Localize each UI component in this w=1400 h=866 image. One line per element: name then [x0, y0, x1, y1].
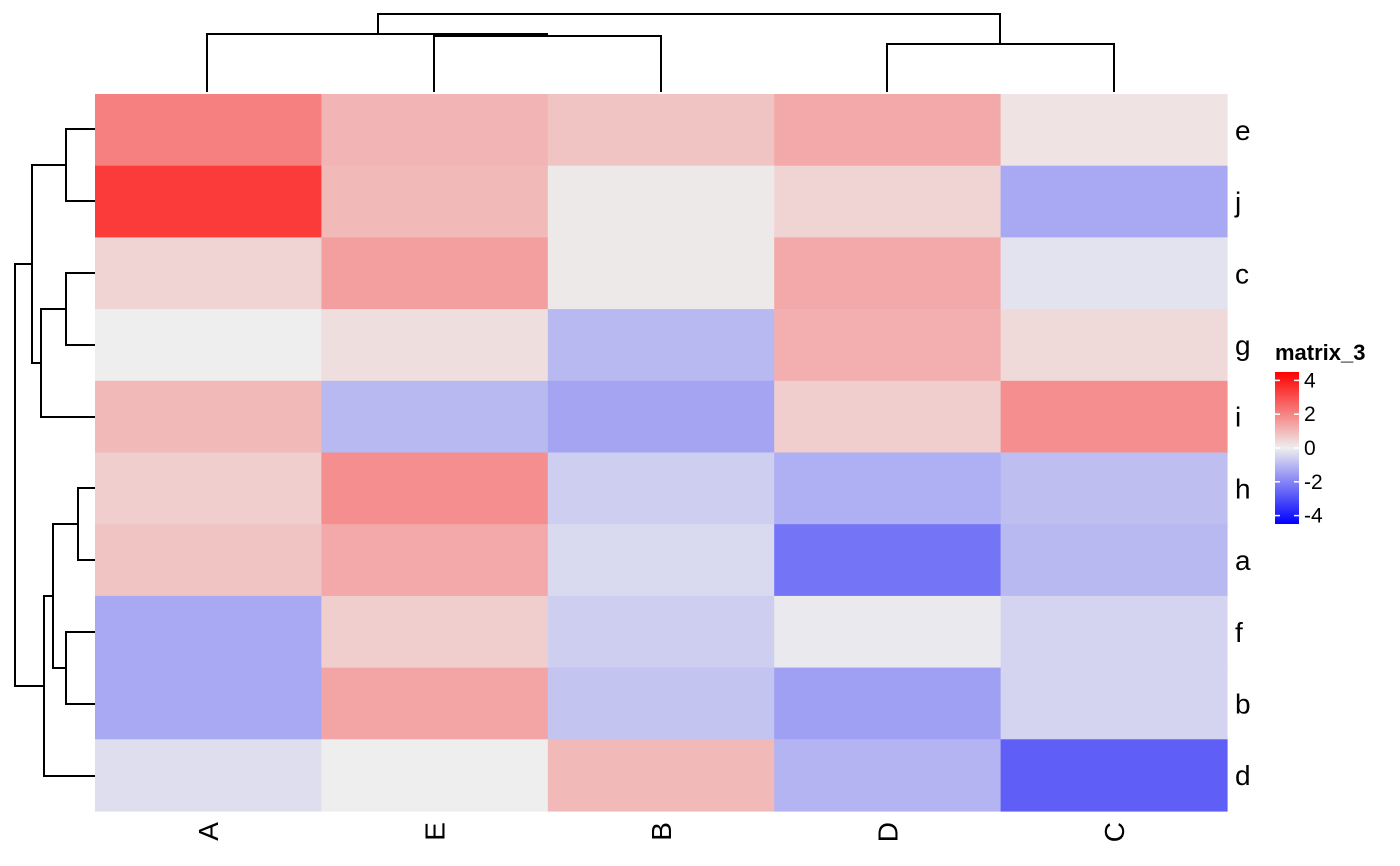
row-dendrogram-branch: [14, 263, 44, 687]
row-dendrogram-branch: [65, 272, 95, 346]
row-label: j: [1234, 187, 1241, 218]
row-dendrogram-branch: [31, 164, 66, 364]
heatmap-cell: [774, 524, 1002, 597]
heatmap-cell: [321, 94, 549, 167]
heatmap-cell: [547, 94, 775, 167]
row-label: f: [1235, 617, 1243, 648]
heatmap-cell: [1000, 165, 1228, 238]
row-label: h: [1235, 473, 1251, 504]
heatmap-cell: [1000, 667, 1228, 740]
row-labels: e j c g i h a f b d: [1234, 115, 1251, 791]
column-label: B: [646, 822, 677, 841]
column-label: A: [193, 822, 224, 841]
heatmap-cell: [1000, 237, 1228, 310]
heatmap-cell: [95, 595, 322, 669]
heatmap-cell: [547, 452, 775, 525]
heatmap-cell: [95, 524, 322, 597]
legend-title: matrix_3: [1275, 340, 1366, 365]
row-label: a: [1235, 545, 1251, 576]
heatmap-cell: [774, 667, 1002, 740]
legend-ticks: 4 2 0 -2 -4: [1275, 369, 1323, 528]
legend-tick-label: 2: [1304, 403, 1316, 426]
heatmap-cell: [1000, 309, 1228, 382]
row-dendrogram-branch: [43, 595, 95, 777]
heatmap-cell: [547, 524, 775, 597]
heatmap-cell: [95, 237, 322, 310]
heatmap-cell: [95, 667, 322, 740]
heatmap-cell: [774, 94, 1002, 167]
heatmap-cell: [321, 309, 549, 382]
column-dendrogram: [206, 13, 1115, 92]
heatmap-cell: [547, 667, 775, 740]
heatmap-cell: [1000, 524, 1228, 597]
heatmap-cell: [547, 595, 775, 669]
column-label: C: [1099, 822, 1130, 842]
heatmap-cell: [774, 165, 1002, 238]
heatmap-cell: [1000, 739, 1228, 812]
heatmap-cell: [321, 165, 549, 238]
column-dendrogram-branch: [433, 35, 662, 92]
heatmap-cell: [547, 739, 775, 812]
row-label: g: [1235, 330, 1251, 361]
heatmap-cell: [1000, 94, 1228, 167]
legend-tick-label: -4: [1304, 505, 1323, 528]
heatmap-cell: [774, 452, 1002, 525]
row-label: c: [1235, 258, 1249, 289]
heatmap-cell: [321, 595, 549, 669]
legend-tick-label: -2: [1304, 471, 1323, 494]
column-dendrogram-branch: [206, 33, 548, 92]
heatmap-cell: [95, 739, 322, 812]
heatmap-cell: [321, 739, 549, 812]
heatmap-cell: [95, 94, 322, 167]
heatmap-cell: [774, 739, 1002, 812]
row-dendrogram: [14, 128, 95, 777]
row-label: e: [1235, 115, 1251, 146]
heatmap-cell: [547, 380, 775, 454]
legend-tick-label: 4: [1304, 369, 1316, 392]
row-label: b: [1235, 689, 1251, 720]
heatmap-cell: [321, 237, 549, 310]
row-dendrogram-branch: [65, 631, 95, 705]
heatmap-cell: [1000, 595, 1228, 669]
heatmap-cell: [1000, 452, 1228, 525]
heatmap-cell: [321, 452, 549, 525]
column-label: E: [420, 822, 451, 841]
row-dendrogram-branch: [77, 487, 95, 561]
row-label: d: [1235, 760, 1251, 791]
column-label: D: [872, 822, 903, 842]
row-label: i: [1235, 402, 1241, 433]
heatmap-cell: [321, 667, 549, 740]
heatmap-cell: [774, 380, 1002, 454]
color-legend: matrix_3 4 2 0 -2 -4: [1275, 340, 1366, 528]
heatmap-cell: [95, 452, 322, 525]
row-dendrogram-branch: [40, 308, 95, 418]
column-dendrogram-branch: [886, 43, 1115, 92]
heatmap-cell: [774, 237, 1002, 310]
heatmap-cell: [321, 524, 549, 597]
heatmap-cell: [547, 165, 775, 238]
heatmap-cell: [547, 309, 775, 382]
legend-tick-label: 0: [1304, 437, 1316, 460]
heatmap-cell: [95, 309, 322, 382]
heatmap-cell: [1000, 380, 1228, 454]
row-dendrogram-branch: [65, 128, 95, 202]
heatmap-cell: [321, 380, 549, 454]
heatmap-cell: [95, 380, 322, 454]
heatmap-cell: [774, 309, 1002, 382]
heatmap-cell: [95, 165, 322, 238]
column-dendrogram-branch: [377, 13, 1001, 44]
heatmap-cell: [547, 237, 775, 310]
heatmap-cells: [95, 94, 1228, 812]
heatmap-cell: [774, 595, 1002, 669]
